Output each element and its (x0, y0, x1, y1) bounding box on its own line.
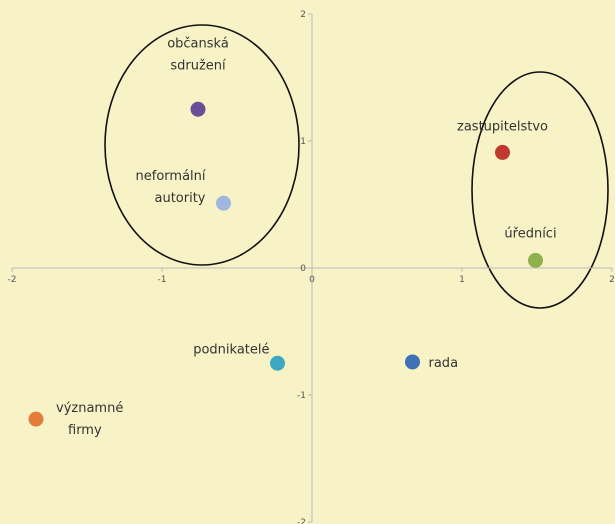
y-tick-label: 1 (300, 137, 306, 147)
label-line: autority (154, 191, 205, 206)
point (495, 144, 510, 160)
point (405, 354, 420, 370)
point-label: zastupitelstvo (457, 119, 548, 134)
point (190, 101, 206, 117)
point-label: podnikatelé (193, 342, 269, 357)
point-label: úředníci (504, 226, 556, 241)
point-label: významné firmy (56, 401, 123, 438)
x-tick-label: 1 (459, 275, 465, 285)
y-tick-label: 2 (300, 10, 306, 20)
cluster-outline (471, 71, 609, 309)
label-line: občanská (167, 36, 229, 51)
cluster-outline (104, 24, 300, 266)
label-line: rada (429, 356, 459, 371)
x-tick-label: 2 (609, 275, 615, 285)
label-line: významné (56, 401, 123, 416)
label-line: úředníci (504, 226, 556, 241)
point (270, 355, 285, 371)
point (28, 411, 44, 427)
y-tick-label: -1 (297, 391, 306, 401)
point-label: neformální autority (136, 169, 206, 206)
x-tick-label: 0 (309, 275, 315, 285)
x-tick-label: -1 (158, 275, 167, 285)
point (216, 195, 231, 211)
label-line: sdružení (170, 58, 226, 73)
label-line: podnikatelé (193, 342, 269, 357)
y-tick-label: 0 (300, 264, 306, 274)
point-label: rada (429, 356, 459, 371)
point-label: občanská sdružení (167, 36, 229, 73)
label-line: firmy (68, 423, 102, 438)
label-line: neformální (136, 169, 206, 184)
label-line: zastupitelstvo (457, 119, 548, 134)
point (528, 252, 543, 268)
y-tick-label: -2 (297, 518, 306, 524)
x-tick-label: -2 (8, 275, 17, 285)
